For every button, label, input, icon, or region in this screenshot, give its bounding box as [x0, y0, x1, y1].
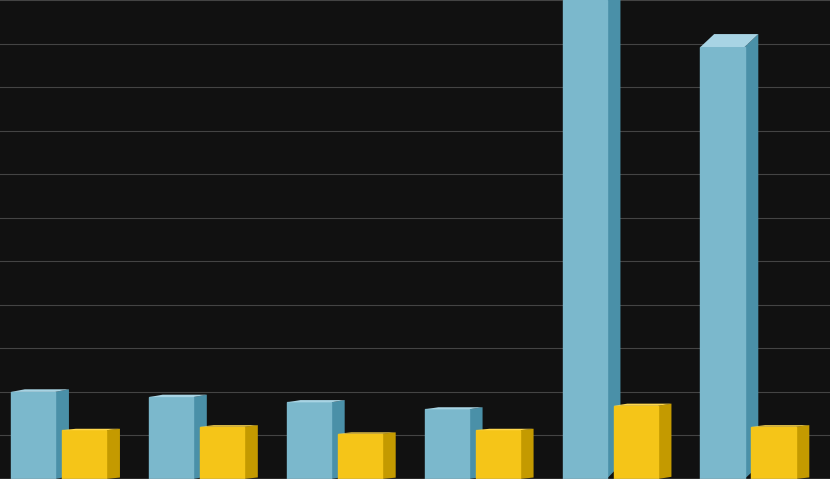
Bar [11, 392, 55, 479]
Polygon shape [745, 34, 759, 479]
Bar [287, 402, 331, 479]
Polygon shape [613, 404, 671, 406]
Polygon shape [193, 395, 207, 479]
Polygon shape [476, 429, 534, 430]
Polygon shape [55, 389, 69, 479]
Bar [701, 47, 745, 479]
Polygon shape [701, 34, 759, 47]
Bar [338, 433, 382, 479]
Bar [476, 430, 520, 479]
Polygon shape [244, 425, 258, 479]
Polygon shape [331, 400, 344, 479]
Polygon shape [657, 404, 671, 479]
Bar [149, 397, 193, 479]
Polygon shape [11, 389, 69, 392]
Polygon shape [287, 400, 344, 402]
Polygon shape [425, 407, 482, 410]
Polygon shape [795, 425, 809, 479]
Polygon shape [200, 425, 258, 427]
Bar [425, 410, 469, 479]
Polygon shape [469, 407, 482, 479]
Polygon shape [382, 433, 396, 479]
Polygon shape [520, 429, 534, 479]
Bar [613, 406, 657, 479]
Bar [200, 427, 244, 479]
Bar [563, 0, 607, 479]
Polygon shape [751, 425, 809, 427]
Bar [62, 430, 106, 479]
Bar [751, 427, 795, 479]
Polygon shape [607, 0, 621, 479]
Polygon shape [149, 395, 207, 397]
Polygon shape [106, 429, 120, 479]
Polygon shape [62, 429, 120, 430]
